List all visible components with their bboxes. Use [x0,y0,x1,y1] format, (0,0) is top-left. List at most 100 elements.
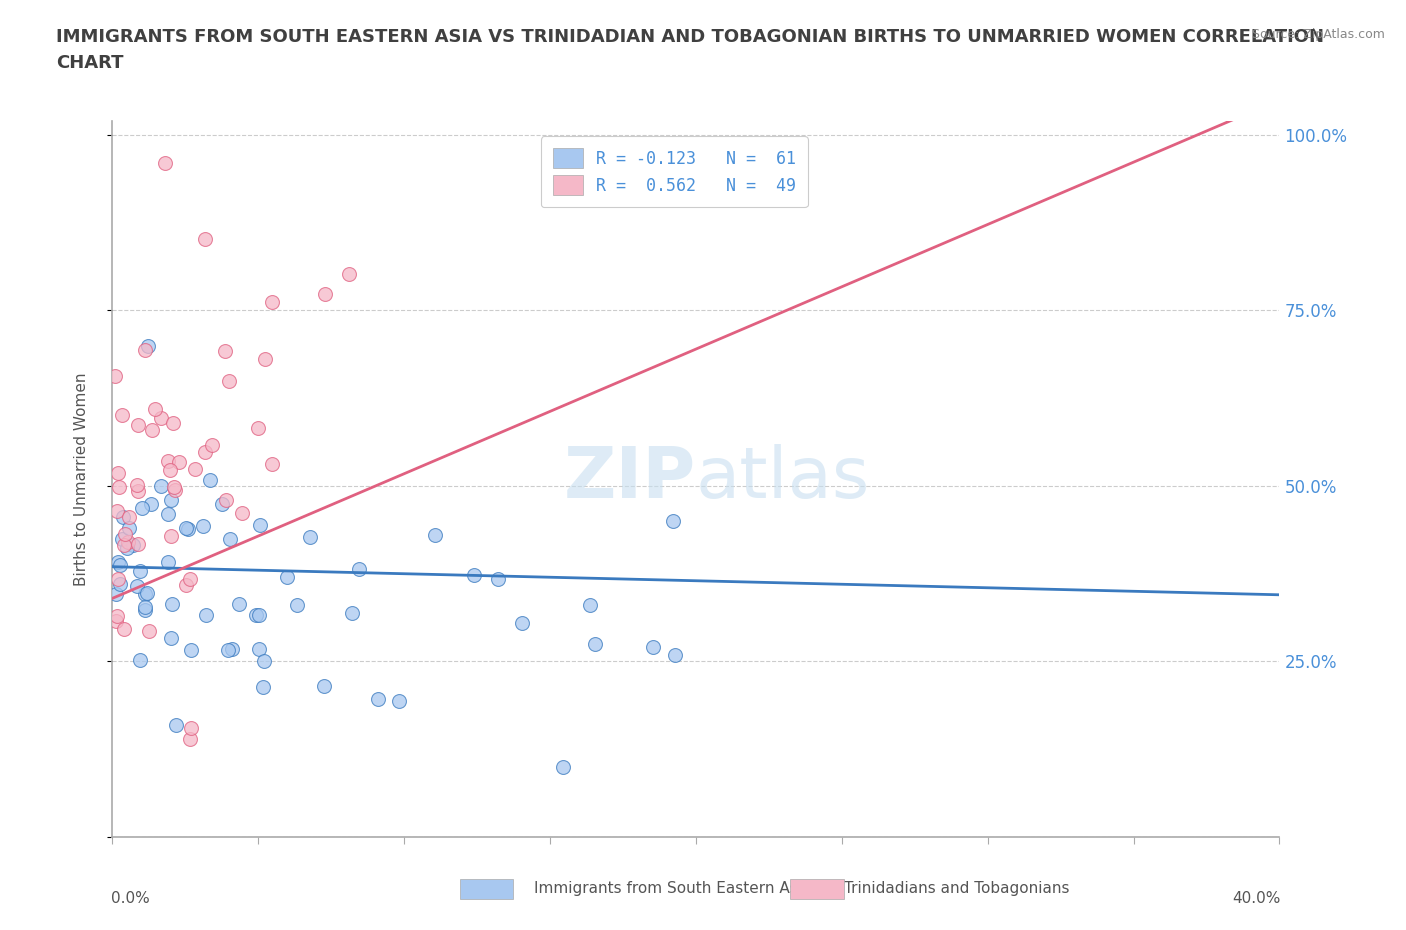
Point [125,578,148,593]
Point [201,438,224,453]
Point [111,407,134,422]
Point [662,513,685,528]
Point [127,537,149,551]
Point [180,643,202,658]
Point [231,505,253,520]
Point [193,518,215,533]
Text: 40.0%: 40.0% [1232,891,1281,906]
Point [664,647,686,662]
Point [114,526,136,541]
Legend: R = -0.123   N =  61, R =  0.562   N =  49: R = -0.123 N = 61, R = 0.562 N = 49 [541,137,807,207]
Point [228,597,250,612]
Point [107,572,129,587]
Point [156,554,179,569]
Point [163,480,186,495]
Point [486,571,509,586]
Point [134,603,156,618]
Point [134,586,156,601]
Text: IMMIGRANTS FROM SOUTH EASTERN ASIA VS TRINIDADIAN AND TOBAGONIAN BIRTHS TO UNMAR: IMMIGRANTS FROM SOUTH EASTERN ASIA VS TR… [56,28,1324,73]
Text: atlas: atlas [696,445,870,513]
Point [149,478,172,493]
Point [287,597,309,612]
Point [156,507,179,522]
Point [184,461,207,476]
Point [159,631,181,645]
Point [131,500,153,515]
Point [276,569,298,584]
Point [253,653,276,668]
Point [349,562,371,577]
Point [104,368,127,383]
Point [163,483,186,498]
Point [122,538,145,552]
Point [111,532,134,547]
Point [247,608,270,623]
Point [128,653,150,668]
Point [314,286,336,301]
Point [262,295,284,310]
Point [217,643,239,658]
Point [340,605,363,620]
Point [159,492,181,507]
Point [388,694,411,709]
Point [105,609,128,624]
Point [194,445,217,459]
Point [337,267,360,282]
Text: ZIP: ZIP [564,445,696,513]
Point [312,678,335,693]
Point [194,232,217,246]
Point [136,339,159,353]
Point [127,484,149,498]
Point [219,531,242,546]
Point [221,642,243,657]
Point [180,720,202,735]
Point [138,624,160,639]
Point [245,608,267,623]
Point [194,607,217,622]
Point [118,521,141,536]
Point [214,344,236,359]
Text: Trinidadians and Tobagonians: Trinidadians and Tobagonians [844,881,1069,896]
Point [125,477,148,492]
Point [139,497,162,512]
Point [107,554,129,569]
Point [162,597,184,612]
Point [134,600,156,615]
Point [247,421,270,436]
Point [105,614,128,629]
Point [551,760,574,775]
Point [463,568,485,583]
Text: Immigrants from South Eastern Asia: Immigrants from South Eastern Asia [534,881,811,896]
Point [117,535,139,550]
Point [643,640,665,655]
Point [156,454,179,469]
Point [112,621,135,636]
Point [153,155,176,170]
Point [160,528,183,543]
Point [112,538,135,552]
Point [165,717,187,732]
Text: 0.0%: 0.0% [111,891,150,906]
Point [112,509,135,524]
Point [104,587,127,602]
Point [159,462,181,477]
Point [117,541,139,556]
Point [145,402,167,417]
Point [179,731,201,746]
Point [167,454,190,469]
Point [510,615,533,630]
Point [117,509,139,524]
Point [578,597,600,612]
Point [162,416,184,431]
Point [108,557,131,572]
Y-axis label: Births to Unmarried Women: Births to Unmarried Women [75,372,89,586]
Point [179,571,201,586]
Point [247,642,270,657]
Point [134,342,156,357]
Point [758,149,780,164]
Point [198,472,221,487]
Point [367,692,389,707]
Point [108,577,131,591]
Point [105,504,128,519]
Point [127,418,149,432]
